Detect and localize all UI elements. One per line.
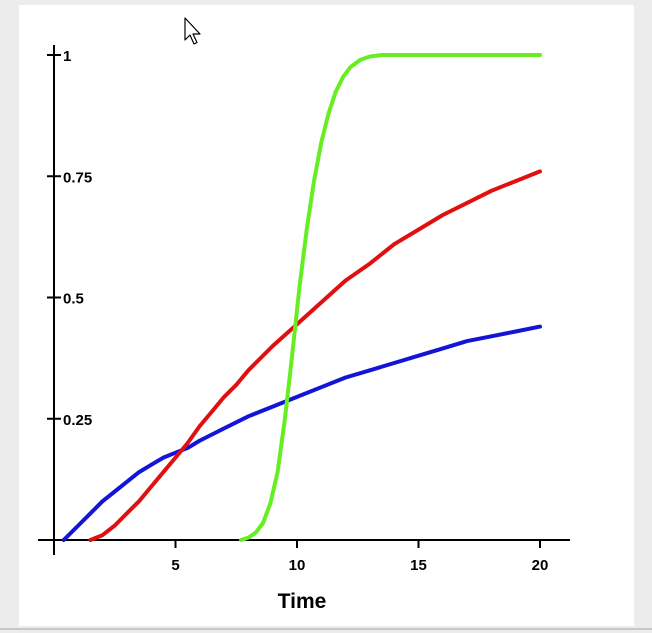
x-tick-label: 20 — [532, 557, 549, 574]
series-line-3 — [239, 53, 542, 542]
mouse-cursor-icon — [184, 17, 201, 45]
chart-panel — [19, 5, 634, 626]
x-axis-title: Time — [278, 590, 327, 613]
y-tick-label: 0.75 — [63, 169, 92, 186]
x-tick-label: 10 — [289, 557, 306, 574]
series-line-1 — [61, 324, 542, 542]
y-tick-label: 1 — [63, 48, 71, 65]
y-tick-label: 0.25 — [63, 412, 92, 429]
x-tick-label: 15 — [410, 557, 427, 574]
series-line-2 — [88, 169, 542, 542]
y-tick-label: 0.5 — [63, 291, 84, 308]
bottom-divider — [0, 628, 652, 630]
x-tick-label: 5 — [171, 557, 179, 574]
